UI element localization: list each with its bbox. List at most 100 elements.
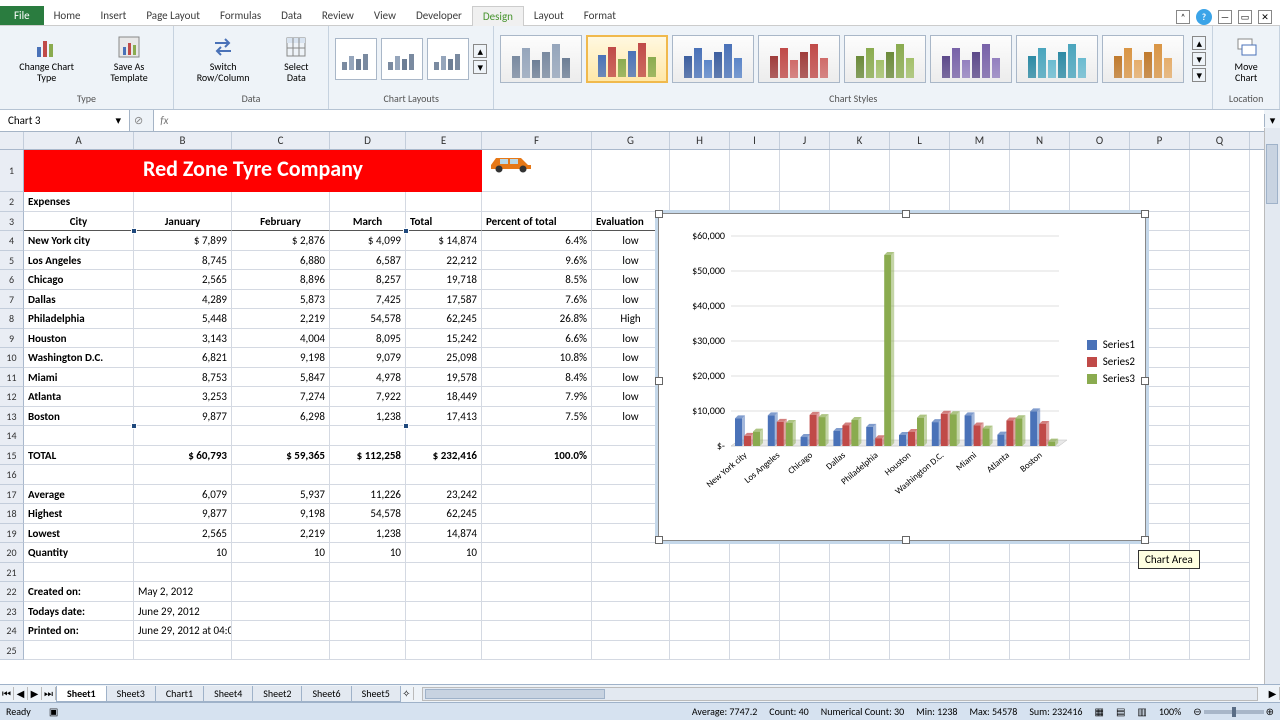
column-header[interactable]: O — [1070, 132, 1130, 149]
zoom-in-button[interactable]: ⊕ — [1266, 705, 1274, 718]
fx-cancel-icon[interactable]: ⊘ — [130, 114, 147, 127]
cell[interactable] — [730, 602, 780, 622]
cell[interactable] — [1130, 621, 1190, 641]
cell[interactable]: 9,877 — [134, 407, 232, 427]
design-tab[interactable]: Design — [472, 6, 524, 26]
cell[interactable] — [670, 602, 730, 622]
cell[interactable]: 7.6% — [482, 290, 592, 310]
cell[interactable] — [780, 582, 830, 602]
sheet-tab[interactable]: Sheet2 — [252, 686, 302, 702]
cell[interactable] — [406, 582, 482, 602]
column-header[interactable]: M — [950, 132, 1010, 149]
cell[interactable] — [24, 641, 134, 661]
cell[interactable] — [730, 582, 780, 602]
chart-layout-thumb[interactable] — [427, 38, 469, 80]
cell[interactable]: 18,449 — [406, 387, 482, 407]
new-sheet-button[interactable]: ✧ — [400, 687, 414, 700]
cell[interactable] — [1010, 582, 1070, 602]
row-header[interactable]: 18 — [0, 504, 24, 524]
column-header[interactable]: G — [592, 132, 670, 149]
cell[interactable] — [1190, 582, 1250, 602]
cell[interactable]: 9,877 — [134, 504, 232, 524]
cell[interactable] — [1190, 465, 1250, 485]
cell[interactable]: 9.6% — [482, 251, 592, 271]
cell[interactable] — [890, 641, 950, 661]
cell[interactable] — [1190, 407, 1250, 427]
row-header[interactable]: 5 — [0, 251, 24, 271]
cell[interactable] — [330, 563, 406, 583]
cell[interactable]: Lowest — [24, 524, 134, 544]
cell[interactable]: June 29, 2012 — [134, 602, 232, 622]
cell[interactable]: 9,198 — [232, 504, 330, 524]
cell[interactable] — [482, 641, 592, 661]
cell[interactable] — [890, 192, 950, 212]
cell[interactable] — [830, 563, 890, 583]
cell[interactable] — [1130, 150, 1190, 192]
cell[interactable]: 5,448 — [134, 309, 232, 329]
cell[interactable] — [24, 426, 134, 446]
cell[interactable] — [830, 543, 890, 563]
cell[interactable]: $ 60,793 — [134, 446, 232, 466]
cell[interactable] — [1070, 602, 1130, 622]
cell[interactable] — [406, 602, 482, 622]
cell[interactable]: 5,937 — [232, 485, 330, 505]
sheet-tab[interactable]: Chart1 — [155, 686, 204, 702]
cell[interactable]: 17,413 — [406, 407, 482, 427]
cell[interactable]: 6,587 — [330, 251, 406, 271]
cell[interactable]: 6,880 — [232, 251, 330, 271]
chart-layout-thumb[interactable] — [335, 38, 377, 80]
cell[interactable]: Washington D.C. — [24, 348, 134, 368]
cell[interactable]: Highest — [24, 504, 134, 524]
chart-object[interactable]: $60,000$50,000$40,000$30,000$20,000$10,0… — [658, 213, 1146, 541]
cell[interactable] — [730, 641, 780, 661]
row-header[interactable]: 13 — [0, 407, 24, 427]
cell[interactable]: 4,978 — [330, 368, 406, 388]
cell[interactable]: Boston — [24, 407, 134, 427]
cell[interactable] — [1190, 504, 1250, 524]
cell[interactable]: 3,253 — [134, 387, 232, 407]
cell[interactable] — [1190, 524, 1250, 544]
restore-icon[interactable]: ▭ — [1238, 10, 1252, 24]
cell[interactable]: Average — [24, 485, 134, 505]
chart-style-thumb[interactable] — [1102, 35, 1184, 83]
cell[interactable] — [730, 150, 780, 192]
cell[interactable]: 8.4% — [482, 368, 592, 388]
format-tab[interactable]: Format — [574, 6, 626, 25]
vertical-scrollbar[interactable] — [1264, 128, 1280, 684]
cell[interactable]: 7,922 — [330, 387, 406, 407]
switch-row-column-button[interactable]: Switch Row/Column — [180, 33, 267, 85]
cell[interactable] — [1070, 563, 1130, 583]
view-break-icon[interactable]: ▥ — [1137, 705, 1146, 718]
cell[interactable] — [592, 582, 670, 602]
cell[interactable]: June 29, 2012 at 04:02:07 PM — [134, 621, 232, 641]
cell[interactable] — [1190, 387, 1250, 407]
cell[interactable] — [1130, 641, 1190, 661]
cell[interactable] — [890, 621, 950, 641]
cell[interactable]: 8,753 — [134, 368, 232, 388]
row-header[interactable]: 2 — [0, 192, 24, 212]
select-data-button[interactable]: Select Data — [270, 33, 322, 85]
row-header[interactable]: 1 — [0, 150, 24, 192]
cell[interactable]: $ 112,258 — [330, 446, 406, 466]
insert-tab[interactable]: Insert — [91, 6, 137, 25]
sheet-nav-next[interactable]: ▶ — [28, 687, 42, 700]
cell[interactable] — [592, 150, 670, 192]
cell[interactable]: 6,821 — [134, 348, 232, 368]
cell[interactable] — [482, 426, 592, 446]
cell[interactable] — [1190, 485, 1250, 505]
cell[interactable] — [482, 602, 592, 622]
cell[interactable]: $ 4,099 — [330, 231, 406, 251]
cell[interactable]: $ 14,874 — [406, 231, 482, 251]
cell[interactable] — [670, 641, 730, 661]
cell[interactable] — [1190, 251, 1250, 271]
view-tab[interactable]: View — [364, 6, 406, 25]
cell[interactable]: TOTAL — [24, 446, 134, 466]
cell[interactable]: 11,226 — [330, 485, 406, 505]
cell[interactable] — [232, 192, 330, 212]
cell[interactable]: Todays date: — [24, 602, 134, 622]
chart-style-thumb[interactable] — [930, 35, 1012, 83]
cell[interactable] — [1070, 543, 1130, 563]
cell[interactable]: 8.5% — [482, 270, 592, 290]
cell[interactable]: 54,578 — [330, 504, 406, 524]
cell[interactable]: Houston — [24, 329, 134, 349]
